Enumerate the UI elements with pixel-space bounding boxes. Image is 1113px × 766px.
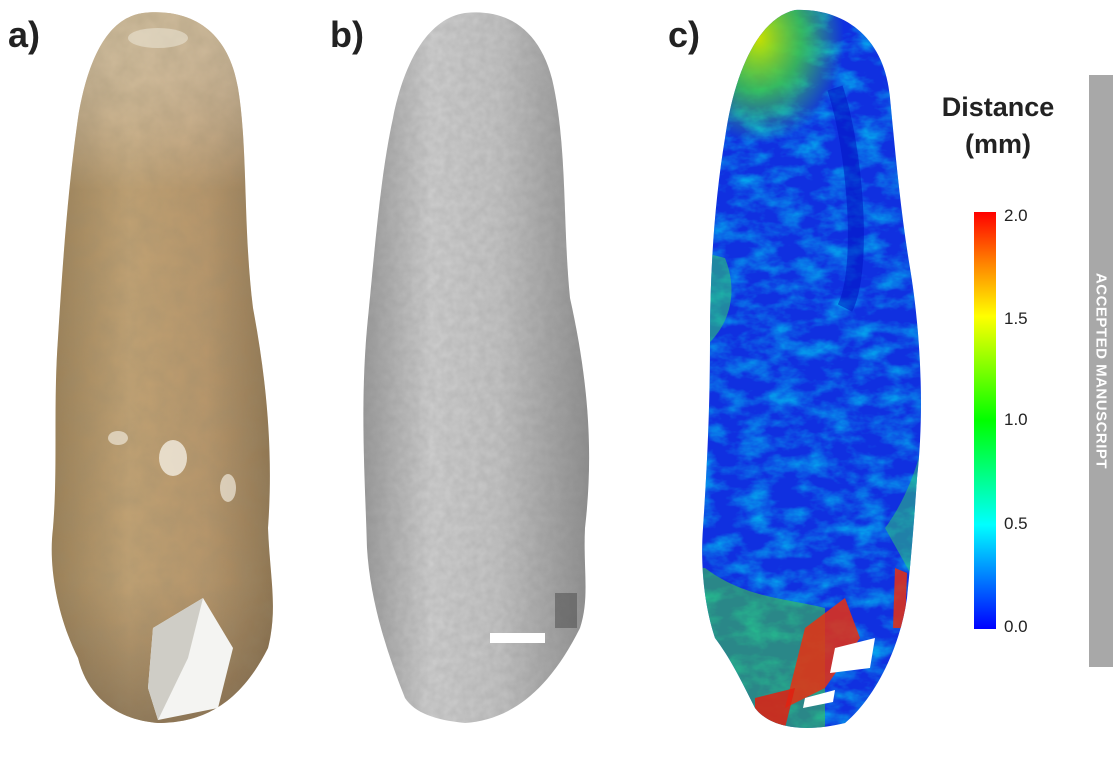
distance-map — [702, 9, 921, 728]
tick-1-5: 1.5 — [1004, 309, 1028, 328]
object-3d-model — [363, 12, 590, 723]
tick-0-5: 0.5 — [1004, 514, 1028, 533]
object-photograph — [51, 12, 273, 724]
panel-label-b: b) — [330, 14, 364, 55]
legend-title: Distance (mm) — [928, 89, 1068, 163]
tick-1-0: 1.0 — [1004, 410, 1028, 429]
banner-text: ACCEPTED MANUSCRIPT — [1092, 272, 1110, 470]
accepted-manuscript-banner: ACCEPTED MANUSCRIPT — [1089, 75, 1113, 667]
distance-colorbar — [974, 212, 996, 629]
tick-2-0: 2.0 — [1004, 206, 1028, 225]
panel-label-a: a) — [8, 14, 41, 55]
tick-0-0: 0.0 — [1004, 617, 1028, 636]
panel-label-c: c) — [668, 14, 701, 55]
legend-title-line1: Distance — [941, 92, 1055, 122]
legend-title-line2: (mm) — [965, 129, 1031, 159]
